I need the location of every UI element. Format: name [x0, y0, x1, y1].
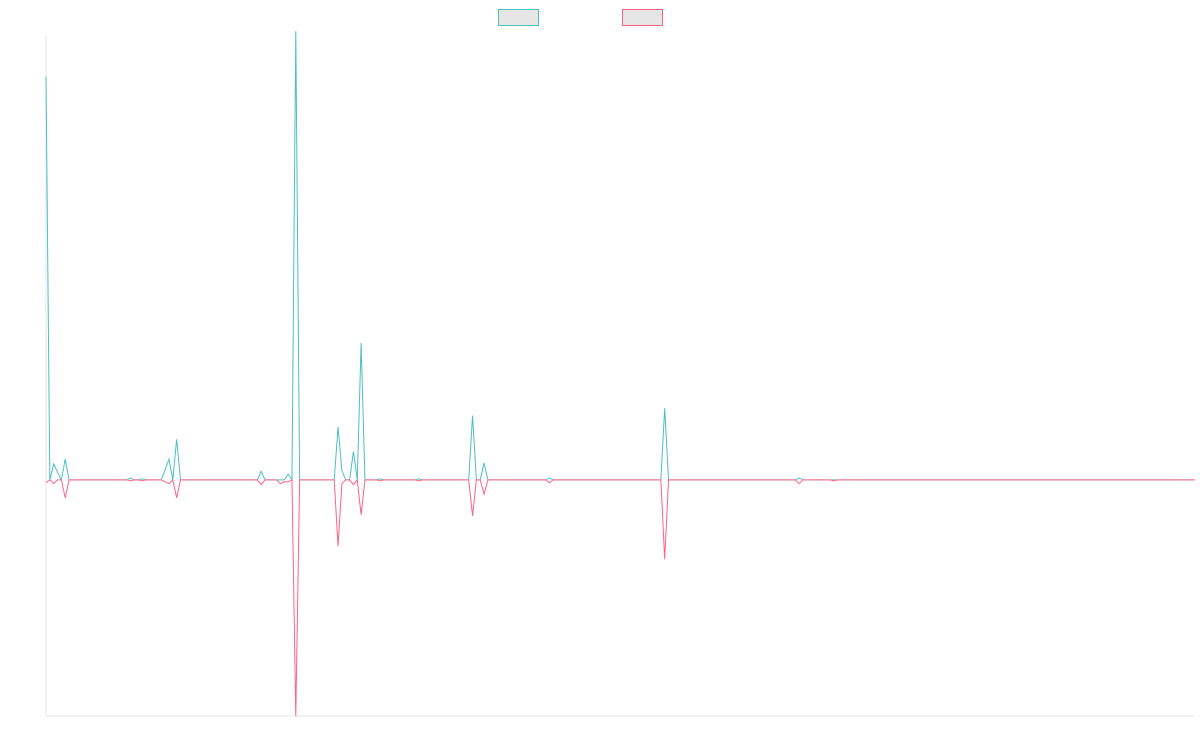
- axes: [45, 36, 1195, 717]
- legend-swatch-1[interactable]: [498, 9, 539, 26]
- series-line-2: [45, 478, 1195, 717]
- series-line-1: [45, 31, 1195, 482]
- legend-swatch-2[interactable]: [622, 9, 663, 26]
- series-layer: [45, 31, 1195, 717]
- legend: [498, 9, 663, 26]
